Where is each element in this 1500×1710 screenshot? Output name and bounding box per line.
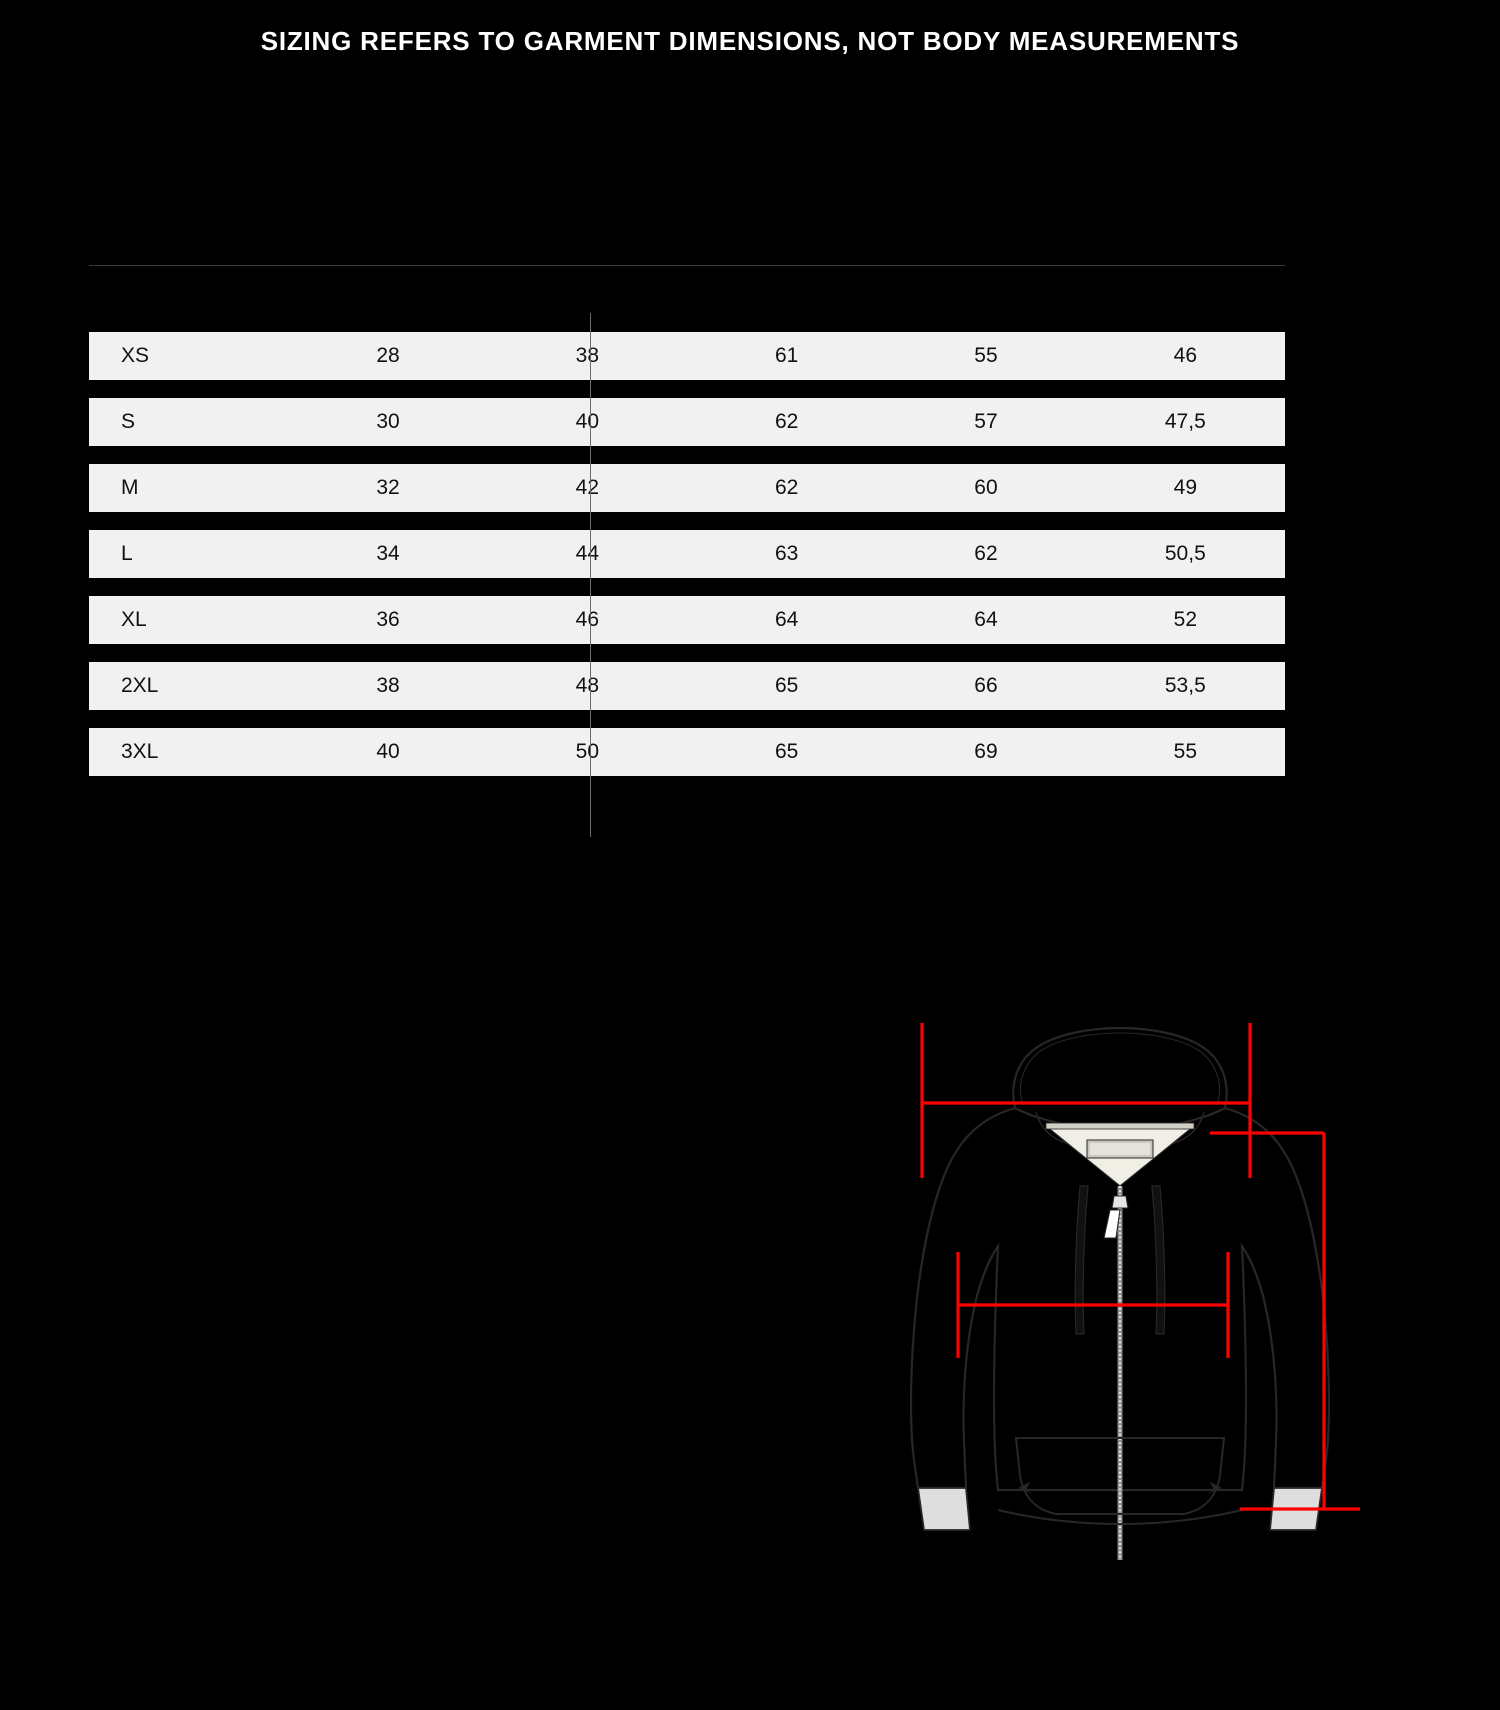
cell-col3: 44 xyxy=(487,530,687,578)
table-row: M 32 42 62 60 49 xyxy=(89,464,1285,512)
cell-col5: 69 xyxy=(886,728,1086,776)
cell-col2: 36 xyxy=(288,596,488,644)
cell-col2: 30 xyxy=(288,398,488,446)
hood-stitch-line xyxy=(1019,1032,1221,1103)
cell-col5: 64 xyxy=(886,596,1086,644)
neck-label xyxy=(1044,1122,1196,1187)
garment-technical-drawing xyxy=(840,990,1400,1560)
cell-size: 3XL xyxy=(89,728,289,776)
table-row: XS 28 38 61 55 46 xyxy=(89,332,1285,380)
size-chart: XS 28 38 61 55 46 S 30 40 62 57 47,5 M 3… xyxy=(89,265,1285,837)
cell-col4: 65 xyxy=(686,728,887,776)
table-row: S 30 40 62 57 47,5 xyxy=(89,398,1285,446)
hem-band xyxy=(997,1509,1243,1526)
cell-col6: 50,5 xyxy=(1085,530,1285,578)
cell-col2: 38 xyxy=(288,662,488,710)
table-row: 2XL 38 48 65 66 53,5 xyxy=(89,662,1285,710)
page-title: SIZING REFERS TO GARMENT DIMENSIONS, NOT… xyxy=(260,26,1240,56)
cell-col2: 32 xyxy=(288,464,488,512)
cell-col5: 66 xyxy=(886,662,1086,710)
cell-col3: 48 xyxy=(487,662,687,710)
table-row: 3XL 40 50 65 69 55 xyxy=(89,728,1285,776)
cell-col6: 46 xyxy=(1085,332,1285,380)
cell-col4: 64 xyxy=(686,596,887,644)
cell-col6: 55 xyxy=(1085,728,1285,776)
cell-col6: 53,5 xyxy=(1085,662,1285,710)
cell-col5: 57 xyxy=(886,398,1086,446)
cell-size: L xyxy=(89,530,289,578)
center-front-zipper xyxy=(1103,1186,1129,1560)
pocket-opening-left xyxy=(1018,1482,1032,1494)
cell-col6: 52 xyxy=(1085,596,1285,644)
hood-outline xyxy=(1012,1026,1228,1128)
cell-col4: 65 xyxy=(686,662,887,710)
cell-col4: 63 xyxy=(686,530,887,578)
cell-size: S xyxy=(89,398,289,446)
cell-col6: 49 xyxy=(1085,464,1285,512)
measurement-lines xyxy=(920,1023,1360,1511)
pocket-opening-right xyxy=(1208,1482,1222,1494)
table-row: XL 36 46 64 64 52 xyxy=(89,596,1285,644)
table-row: L 34 44 63 62 50,5 xyxy=(89,530,1285,578)
cell-col3: 46 xyxy=(487,596,687,644)
cell-col4: 62 xyxy=(686,398,887,446)
cell-size: XL xyxy=(89,596,289,644)
cell-col5: 60 xyxy=(886,464,1086,512)
cell-col2: 34 xyxy=(288,530,488,578)
cell-size: XS xyxy=(89,332,289,380)
cell-col3: 42 xyxy=(487,464,687,512)
cell-col4: 61 xyxy=(686,332,887,380)
cell-col4: 62 xyxy=(686,464,887,512)
cell-col3: 40 xyxy=(487,398,687,446)
cell-col5: 62 xyxy=(886,530,1086,578)
cell-size: 2XL xyxy=(89,662,289,710)
cell-col6: 47,5 xyxy=(1085,398,1285,446)
size-table: XS 28 38 61 55 46 S 30 40 62 57 47,5 M 3… xyxy=(89,314,1285,794)
cell-col2: 40 xyxy=(288,728,488,776)
cell-col5: 55 xyxy=(886,332,1086,380)
cell-col2: 28 xyxy=(288,332,488,380)
cell-col3: 38 xyxy=(487,332,687,380)
hood-drawcords xyxy=(1074,1185,1166,1335)
header-divider xyxy=(89,265,1285,266)
cell-size: M xyxy=(89,464,289,512)
cell-col3: 50 xyxy=(487,728,687,776)
